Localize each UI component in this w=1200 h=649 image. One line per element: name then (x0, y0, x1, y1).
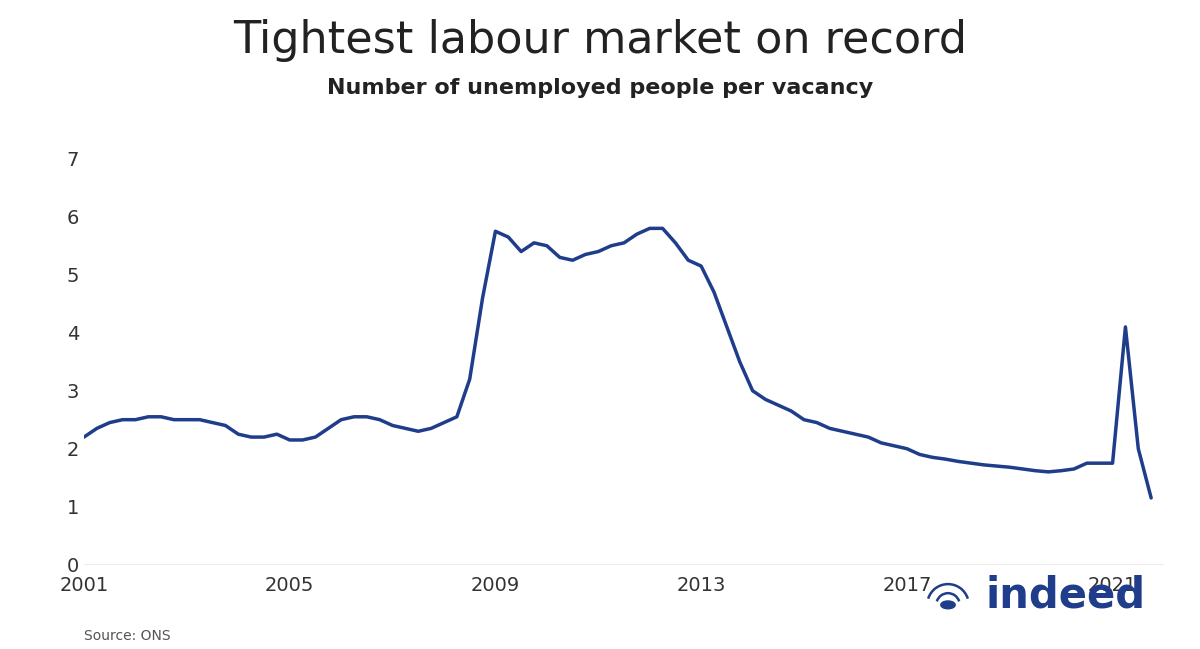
Text: indeed: indeed (986, 574, 1146, 617)
Text: Tightest labour market on record: Tightest labour market on record (233, 19, 967, 62)
Text: Source: ONS: Source: ONS (84, 628, 170, 643)
Text: Number of unemployed people per vacancy: Number of unemployed people per vacancy (326, 78, 874, 98)
